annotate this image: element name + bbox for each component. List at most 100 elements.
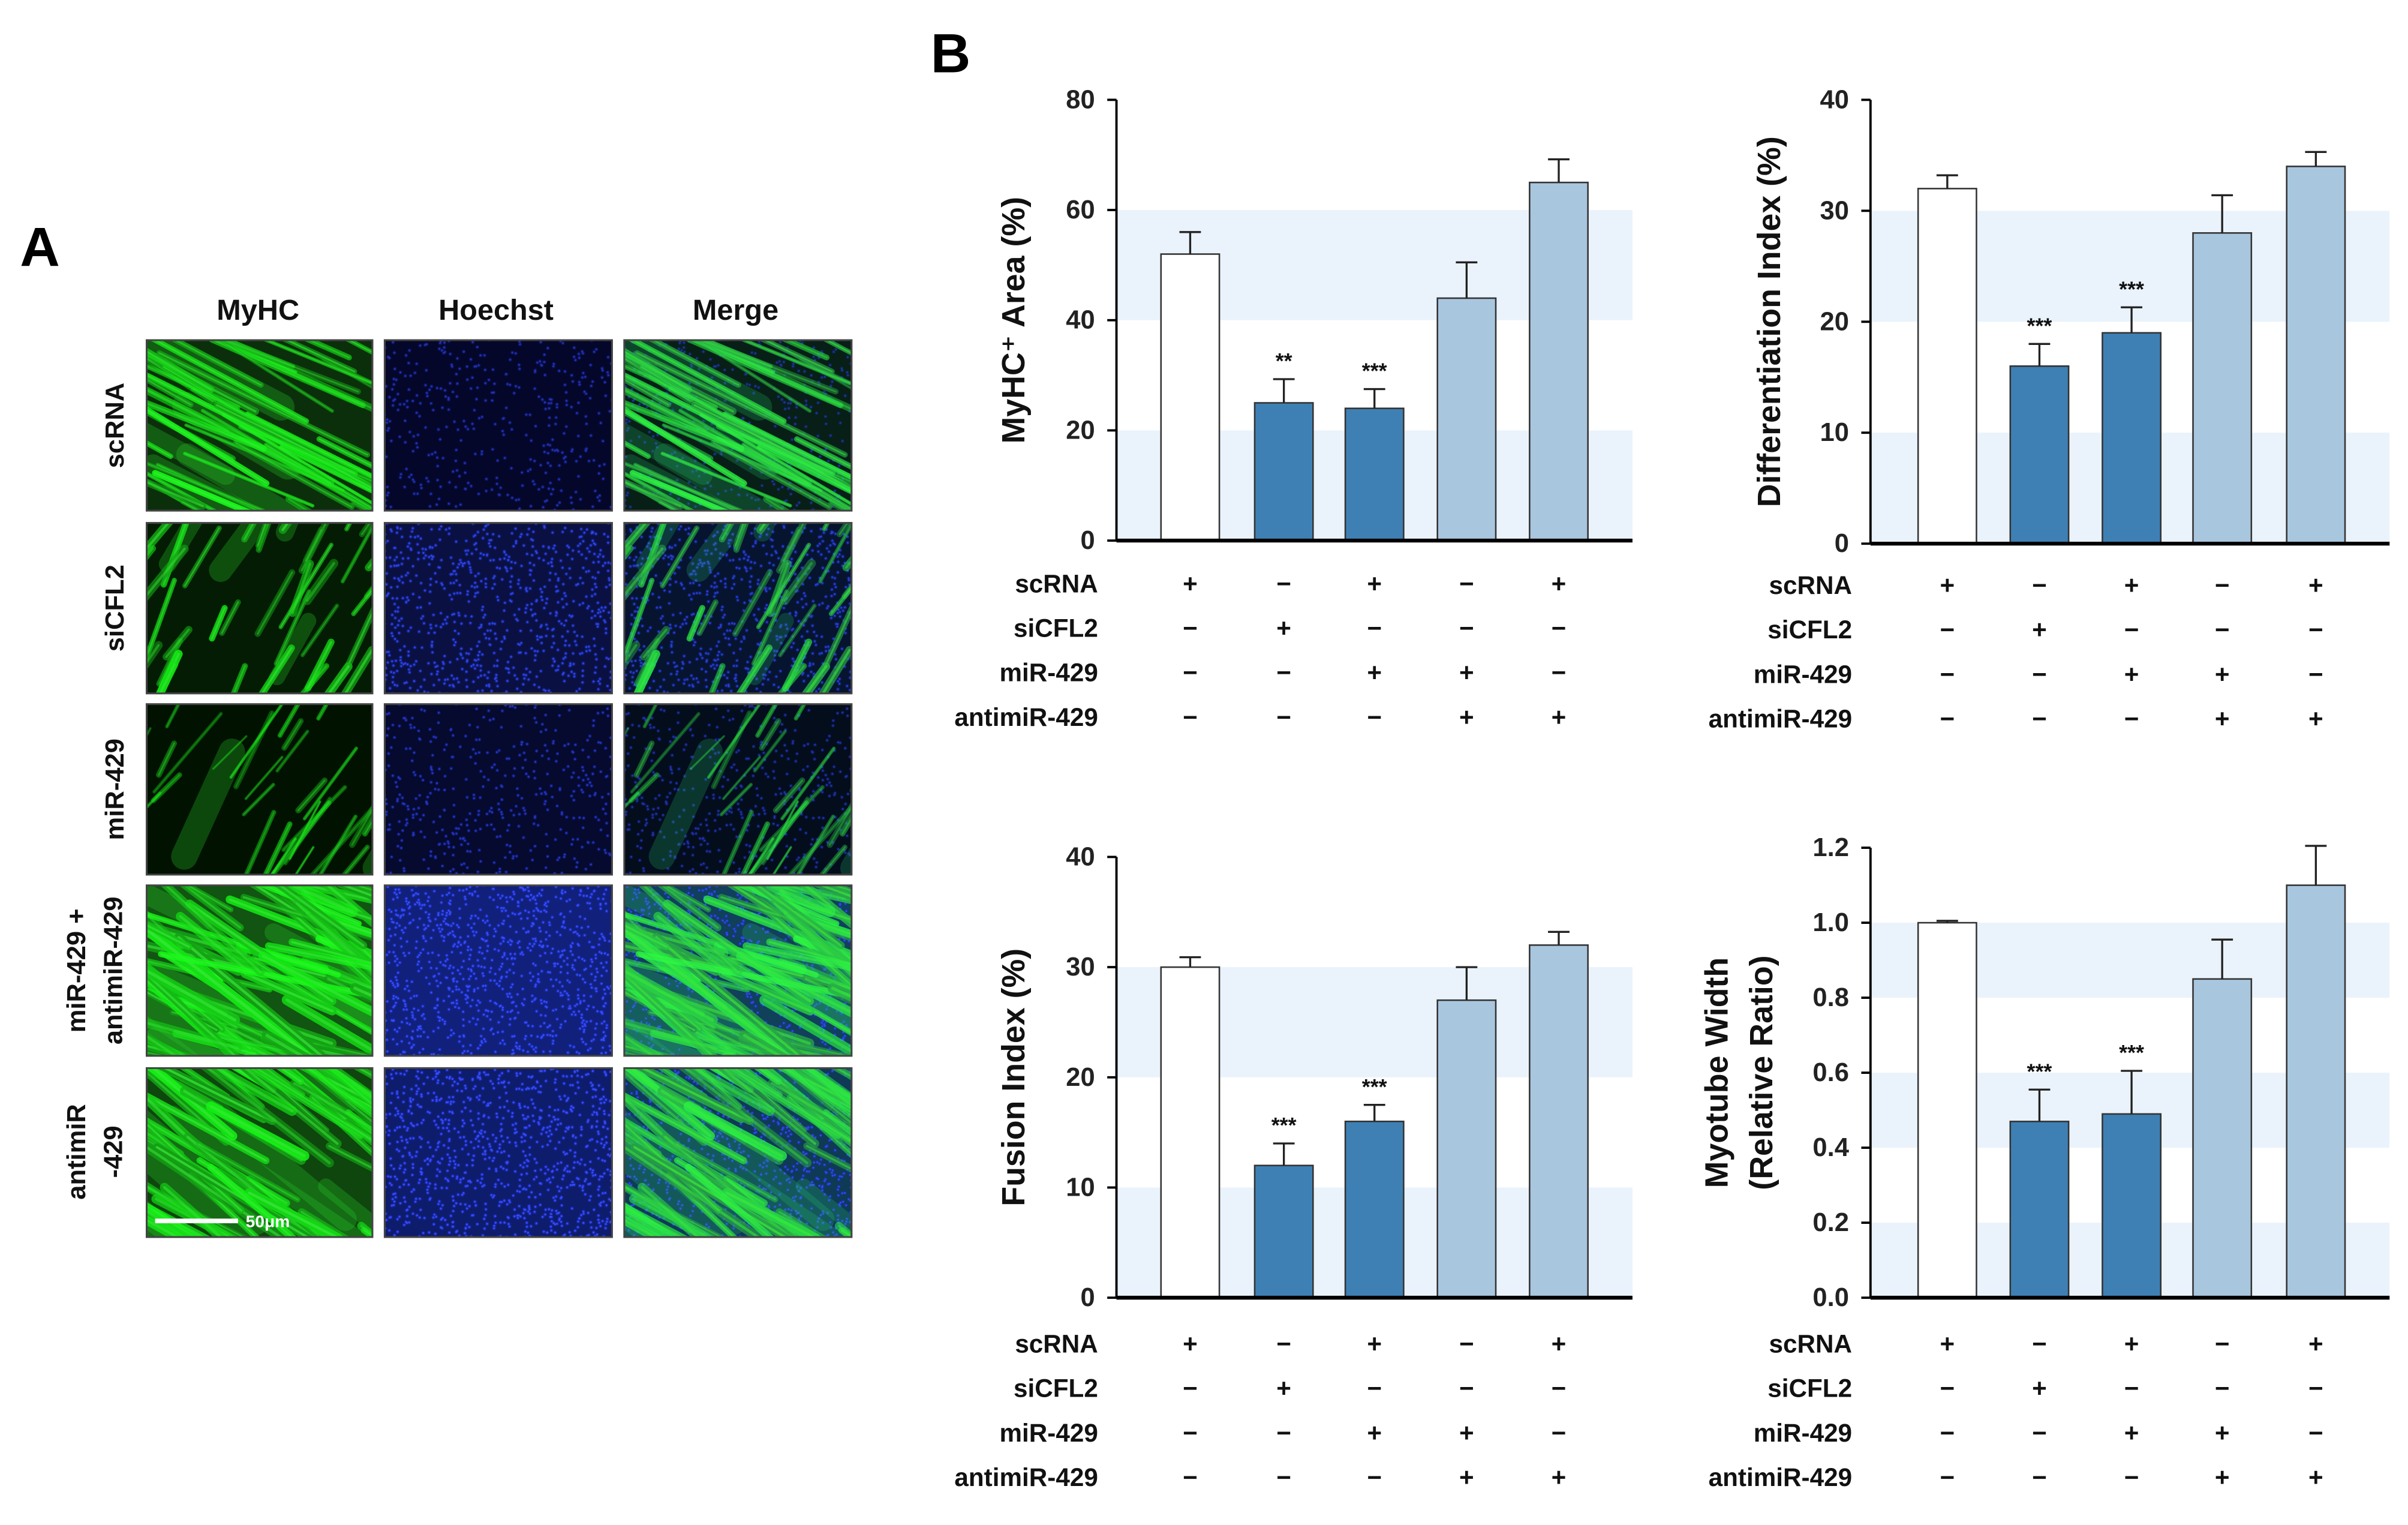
myotube-fiber: [823, 1109, 853, 1137]
bar: [2192, 978, 2253, 1299]
myotube-fiber-core: [805, 1145, 853, 1171]
myotube-fiber-core: [840, 1229, 853, 1238]
myotube-fiber: [362, 814, 374, 837]
myotube-fiber-core: [662, 453, 791, 506]
significance-label: ***: [2027, 1059, 2052, 1083]
myotube-fiber-core: [146, 378, 192, 406]
myotube-fiber: [238, 424, 374, 485]
condition-label-sicfl2: siCFL2: [1014, 614, 1098, 643]
myotube-fiber-core: [248, 1191, 339, 1238]
myotube-fiber-core: [221, 341, 333, 412]
myotube-glow: [146, 1027, 238, 1057]
myotube-fiber: [766, 800, 799, 860]
myotube-fiber-core: [733, 1067, 805, 1131]
myotube-fiber: [858, 809, 903, 864]
y-tick-label: 60: [1066, 196, 1095, 224]
myotube-fiber: [178, 884, 244, 932]
y-axis-label: (Relative Ratio): [1743, 955, 1779, 1190]
micrograph-border: [623, 884, 853, 1057]
myotube-fiber-core: [291, 562, 311, 614]
myotube-fiber-core: [364, 818, 374, 835]
myotube-fiber-core: [740, 1067, 781, 1095]
myotube-fiber: [267, 884, 374, 979]
micrograph-border: [145, 1067, 374, 1238]
myotube-fiber-core: [146, 1131, 181, 1156]
myotube-fiber: [818, 522, 853, 584]
myotube-fiber: [146, 400, 267, 452]
myotube-fiber: [655, 884, 722, 932]
myotube-fiber-core: [263, 339, 374, 385]
myotube-fiber-core: [623, 926, 791, 1057]
micrograph-image: [384, 1067, 613, 1238]
y-tick-label: 20: [1066, 1063, 1095, 1092]
myotube-fiber-core: [297, 779, 326, 812]
condition-sign: −: [1276, 659, 1291, 687]
micrograph-border: [623, 1067, 853, 1238]
myotube-fiber: [316, 703, 330, 721]
myotube-fiber-core: [796, 438, 853, 469]
myotube-fiber-core: [723, 956, 853, 1035]
condition-sign: −: [1459, 614, 1474, 643]
condition-sign: +: [2215, 1419, 2230, 1447]
micrograph-image: [146, 522, 374, 695]
myotube-fiber-core: [146, 944, 259, 971]
myotube-fiber-core: [623, 522, 648, 552]
myotube-fiber: [302, 526, 325, 564]
condition-sign: −: [1276, 569, 1291, 598]
condition-sign: −: [1276, 1329, 1291, 1358]
myotube-fiber-core: [703, 339, 772, 367]
myotube-fiber-core: [778, 522, 805, 572]
myotube-fiber-core: [165, 628, 190, 658]
myotube-fiber-core: [821, 649, 851, 695]
myotube-fiber: [212, 735, 248, 770]
myotube-fiber: [772, 777, 805, 813]
myotube-fiber-core: [291, 884, 354, 914]
myotube-fiber-core: [825, 605, 853, 666]
myotube-fiber: [736, 1067, 783, 1098]
myotube-fiber: [146, 1017, 243, 1053]
y-tick-label: 0.6: [1812, 1058, 1849, 1087]
micrograph-mir-429-myhc: [145, 703, 374, 876]
condition-sign: +: [1276, 614, 1291, 643]
myotube-fiber-core: [209, 1104, 306, 1158]
myotube-fiber-core: [243, 783, 274, 815]
micrograph-background: [623, 703, 853, 876]
condition-label-antimir-429: antimiR-429: [954, 1463, 1098, 1491]
condition-sign: +: [1459, 659, 1474, 687]
myotube-glow: [623, 454, 744, 512]
myotube-fiber-core: [146, 1122, 242, 1212]
micrograph-image: [623, 884, 853, 1057]
myotube-fiber: [778, 339, 830, 361]
myotube-fiber: [220, 340, 334, 413]
myotube-fiber-core: [273, 884, 374, 974]
condition-sign: −: [1367, 1374, 1382, 1403]
myotube-fiber: [780, 559, 816, 605]
condition-sign: +: [1367, 1419, 1382, 1447]
myotube-fiber: [771, 846, 792, 876]
myotube-fiber-core: [293, 1082, 374, 1130]
myotube-fiber-core: [192, 388, 374, 478]
myotube-fiber-core: [662, 527, 698, 587]
condition-sign: +: [2308, 705, 2323, 733]
micrograph-border: [383, 884, 613, 1057]
myotube-fiber: [690, 735, 725, 770]
myotube-fiber-core: [689, 1067, 771, 1113]
myotube-fiber-core: [862, 763, 880, 800]
condition-sign: +: [2215, 1463, 2230, 1491]
significance-label: **: [1276, 349, 1292, 373]
myotube-fiber-core: [298, 884, 374, 902]
micrograph-border: [623, 522, 853, 695]
myotube-fiber: [818, 844, 848, 876]
column-header-merge: Merge: [693, 294, 778, 326]
condition-label-scrna: scRNA: [1769, 571, 1853, 599]
condition-label-sicfl2: siCFL2: [1767, 1374, 1852, 1403]
myotube-fiber: [778, 604, 817, 658]
myotube-fiber: [655, 1067, 708, 1100]
y-tick-label: 0: [1835, 529, 1849, 558]
condition-sign: −: [2215, 1374, 2230, 1403]
y-tick-label: 0.2: [1812, 1208, 1849, 1237]
nuclei-dots: [384, 522, 613, 695]
myotube-fiber: [708, 663, 726, 695]
myotube-fiber-core: [795, 703, 805, 719]
